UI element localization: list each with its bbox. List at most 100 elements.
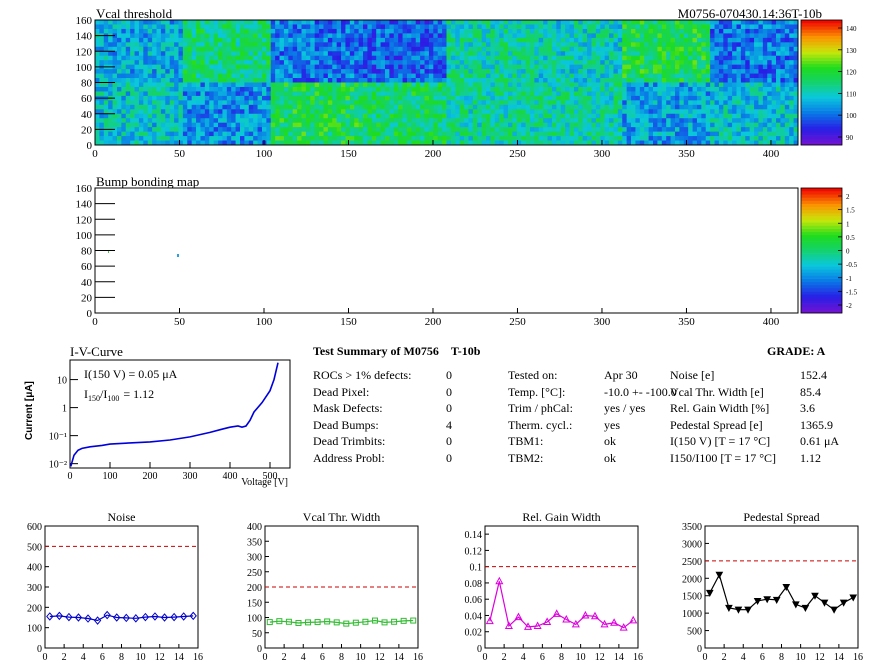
map1-cell [560, 46, 566, 52]
map1-cell [283, 69, 289, 74]
map1-cell [740, 37, 746, 43]
map1-cell [345, 42, 351, 48]
map1-cell [363, 28, 368, 34]
map1-cell [213, 127, 219, 133]
map1-cell [398, 37, 403, 43]
map1-cell [437, 113, 443, 119]
map1-cell [701, 37, 707, 43]
map1-cell [253, 64, 258, 70]
map1-cell [674, 42, 680, 48]
map1-cell [789, 64, 795, 70]
map1-cell [327, 37, 333, 43]
map1-cell [486, 46, 491, 52]
map1-cell [793, 46, 799, 52]
map1-cell [218, 60, 223, 66]
map1-cell [692, 60, 698, 66]
map1-cell [446, 122, 452, 128]
map1-cell [182, 73, 188, 79]
map1-cell [754, 60, 759, 66]
map1-cell [745, 37, 751, 43]
map1-cell [191, 42, 197, 48]
map1-cell [266, 69, 272, 74]
map1-cell [165, 136, 171, 141]
map1-cell [767, 28, 773, 34]
map1-cell [160, 73, 166, 79]
map1-cell [644, 28, 650, 34]
map1-cell [323, 51, 329, 57]
map1-cell [301, 33, 307, 39]
map1-cell [270, 82, 276, 88]
map1-cell [477, 64, 483, 70]
map1-cell [696, 24, 702, 30]
map1-cell [257, 69, 263, 74]
map1-cell [758, 20, 764, 25]
map1-cell [674, 28, 680, 34]
map1-cell [226, 51, 232, 57]
map1-cell [147, 69, 153, 74]
map1-cell [732, 37, 737, 43]
map1-cell [310, 24, 316, 30]
map1-cell [591, 64, 597, 70]
map1-cell [182, 24, 188, 30]
map1-cell [112, 118, 118, 124]
map1-cell [297, 118, 302, 124]
map1-cell [534, 33, 540, 39]
map1-cell [336, 78, 342, 83]
map1-cell [134, 136, 140, 141]
map1-cell [187, 118, 193, 124]
map1-cell [494, 69, 500, 74]
map1-cell [657, 55, 663, 61]
map1-cell [468, 131, 474, 137]
map1-cell [749, 28, 755, 34]
map1-cell [464, 37, 469, 43]
map1-cell [635, 64, 641, 70]
map1-cell [398, 113, 403, 119]
map1-cell [582, 73, 588, 79]
map1-cell [780, 78, 786, 83]
map1-cell [253, 109, 258, 115]
map1-cell [595, 28, 601, 34]
map1-cell [464, 127, 469, 133]
map1-cell [771, 24, 777, 30]
map1-cell [270, 104, 276, 110]
map1-cell [130, 28, 135, 34]
map1-cell [275, 91, 280, 97]
map1-cell [182, 118, 188, 124]
map1-cell [209, 78, 215, 83]
map1-cell [776, 20, 781, 25]
map1-cell [209, 42, 215, 48]
map1-cell [384, 140, 390, 146]
map1-cell [178, 131, 184, 137]
map1-cell [617, 64, 623, 70]
map1-cell [218, 73, 223, 79]
map1-cell [332, 42, 338, 48]
map1-cell [776, 33, 781, 39]
map1-cell [213, 37, 219, 43]
map1-cell [653, 78, 658, 83]
map1-cell [376, 60, 381, 66]
map1-cell [609, 69, 614, 74]
map1-cell [130, 113, 135, 119]
map1-cell [591, 42, 597, 48]
map1-cell [152, 64, 157, 70]
map1-cell [305, 69, 311, 74]
test-value: -10.0 +- -100.0 [604, 384, 677, 399]
map1-cell [152, 82, 157, 88]
map1-cell [692, 64, 698, 70]
map1-cell [108, 42, 113, 48]
map1-cell [573, 51, 579, 57]
map1-cell [156, 78, 162, 83]
map1-cell [169, 20, 175, 25]
map1-cell [622, 28, 628, 34]
map1-cell [345, 60, 351, 66]
map1-cell [714, 24, 720, 30]
map1-cell [257, 51, 263, 57]
map1-cell [231, 113, 236, 119]
map1-cell [196, 91, 201, 97]
map1-cell [134, 60, 140, 66]
map1-cell [257, 20, 263, 25]
map1-cell [134, 20, 140, 25]
map1-cell [789, 55, 795, 61]
map1-cell [354, 46, 360, 52]
map1-cell [446, 28, 452, 34]
